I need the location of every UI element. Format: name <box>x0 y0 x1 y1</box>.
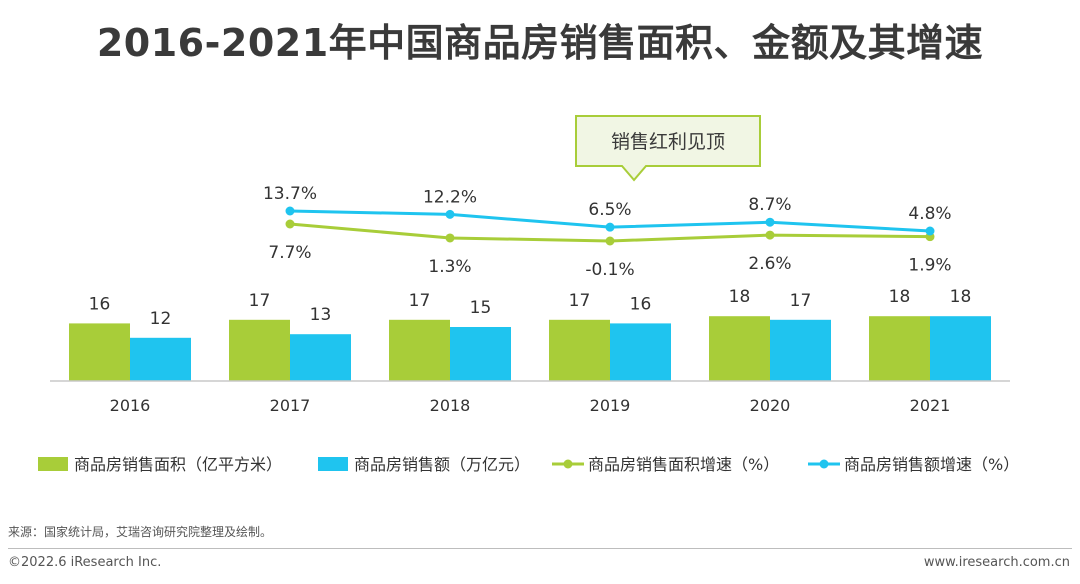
amount-growth-point <box>445 209 455 219</box>
area-growth-point <box>285 219 295 229</box>
legend-swatch-marker <box>563 459 573 469</box>
amount-bar <box>610 323 671 381</box>
amount-bar-label: 16 <box>630 294 652 314</box>
amount-bar <box>770 319 831 381</box>
area-bar <box>69 323 130 381</box>
amount-growth-point <box>925 226 935 236</box>
x-tick-label: 2019 <box>590 396 631 415</box>
legend-swatch <box>38 457 68 471</box>
callout-box: 销售红利见顶 <box>575 115 761 182</box>
amount-bar <box>930 316 991 381</box>
legend-swatch-marker <box>819 459 829 469</box>
footer-website: www.iresearch.com.cn <box>923 555 1070 570</box>
area-bar <box>389 319 450 381</box>
area-growth-point <box>765 230 775 240</box>
amount-bar-label: 15 <box>470 298 492 318</box>
source-note: 来源：国家统计局，艾瑞咨询研究院整理及绘制。 <box>8 525 273 539</box>
area-growth-point <box>445 233 455 243</box>
chart-title: 2016-2021年中国商品房销售面积、金额及其增速 <box>96 21 984 65</box>
amount-growth-label: 13.7% <box>263 184 317 204</box>
area-bar-label: 16 <box>89 294 111 314</box>
area-growth-label: 2.6% <box>748 254 791 274</box>
area-bar-label: 17 <box>249 291 271 311</box>
legend-label: 商品房销售额增速（%） <box>844 455 1019 474</box>
x-tick-label: 2018 <box>430 396 471 415</box>
x-tick-label: 2017 <box>270 396 311 415</box>
area-bar-label: 18 <box>729 287 751 307</box>
amount-bar-label: 12 <box>150 309 172 329</box>
legend-label: 商品房销售额（万亿元） <box>354 455 530 474</box>
amount-growth-label: 4.8% <box>908 204 951 224</box>
area-bar <box>549 319 610 381</box>
callout-shape <box>575 115 761 182</box>
amount-growth-point <box>605 222 615 232</box>
area-growth-label: 7.7% <box>268 243 311 263</box>
area-bar-label: 18 <box>889 287 911 307</box>
legend-label: 商品房销售面积增速（%） <box>588 455 779 474</box>
amount-growth-label: 6.5% <box>588 200 631 220</box>
amount-bar-label: 13 <box>310 305 332 325</box>
amount-bar <box>450 327 511 381</box>
amount-bar <box>130 337 191 381</box>
area-growth-point <box>605 236 615 246</box>
x-tick-label: 2016 <box>110 396 151 415</box>
area-bar-label: 17 <box>569 291 591 311</box>
amount-bar-label: 17 <box>790 291 812 311</box>
amount-bar-label: 18 <box>950 287 972 307</box>
x-tick-label: 2021 <box>910 396 951 415</box>
amount-growth-point <box>765 217 775 227</box>
legend-label: 商品房销售面积（亿平方米） <box>74 455 282 474</box>
amount-growth-label: 8.7% <box>748 195 791 215</box>
area-bar <box>709 316 770 381</box>
footer-copyright: ©2022.6 iResearch Inc. <box>8 555 162 570</box>
area-bar <box>869 316 930 381</box>
area-growth-label: 1.9% <box>908 256 951 276</box>
footer-divider <box>8 548 1072 549</box>
area-bar <box>229 319 290 381</box>
area-growth-label: -0.1% <box>585 260 634 280</box>
callout-text: 销售红利见顶 <box>611 131 725 153</box>
area-growth-label: 1.3% <box>428 257 471 277</box>
legend-swatch <box>318 457 348 471</box>
amount-growth-label: 12.2% <box>423 187 477 207</box>
amount-growth-point <box>285 206 295 216</box>
x-tick-label: 2020 <box>750 396 791 415</box>
amount-bar <box>290 334 351 381</box>
area-bar-label: 17 <box>409 291 431 311</box>
